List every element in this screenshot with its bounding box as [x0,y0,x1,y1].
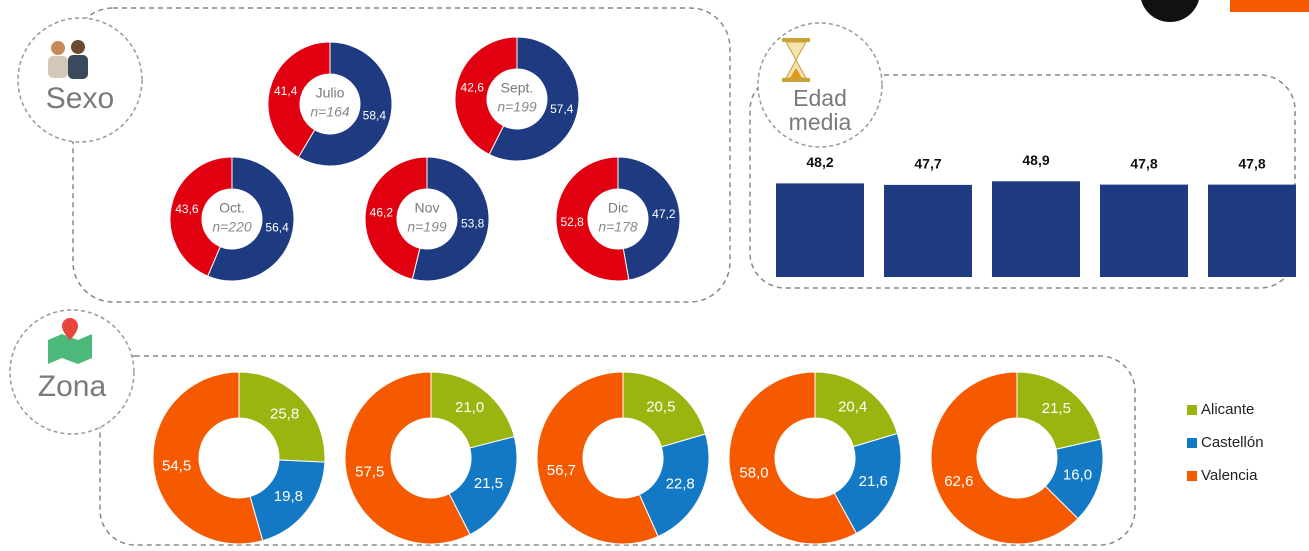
value-label: 47,8 [1130,155,1157,171]
zona-circle [9,309,135,435]
donut-subtitle: n=220 [212,219,252,235]
donut-segment [207,156,295,282]
section-title: Zona [38,370,107,403]
value-label: 52,8 [560,215,584,229]
donut-segment [152,371,264,545]
zona-box [99,355,1136,546]
value-label: 25,8 [270,406,299,423]
donut-subtitle: n=164 [310,104,350,120]
value-label: 46,2 [370,206,394,220]
donut-segment [814,371,899,448]
donut-subtitle: n=178 [598,219,638,235]
legend-swatch [1187,405,1197,415]
bar [1100,184,1188,277]
value-label: 62,6 [944,473,973,490]
donut-segment [448,436,518,536]
donut-label: Nov [415,200,440,216]
donut-segment [617,156,681,281]
value-label: 53,8 [461,217,485,231]
map-icon [48,318,92,364]
donut-segment [1016,371,1102,450]
section-title: Sexo [46,82,114,115]
value-label: 21,5 [474,475,503,492]
sexo-circle [17,17,143,143]
value-label: 48,2 [806,154,833,170]
edad-box [749,74,1296,289]
value-label: 41,4 [274,84,298,98]
value-label: 21,6 [859,473,888,490]
value-label: 56,7 [547,462,576,479]
donut-label: Oct. [219,200,245,216]
donut-subtitle: n=199 [497,99,537,115]
value-label: 21,0 [455,399,484,416]
value-label: 47,8 [1238,155,1265,171]
value-label: 57,5 [355,464,384,481]
section-title-wrap: Edad media [788,86,852,135]
donut-label: Julio [316,85,345,101]
value-label: 56,4 [265,220,289,234]
value-label: 57,4 [550,102,574,116]
value-label: 47,7 [914,156,941,172]
value-label: 20,5 [646,399,675,416]
donut-segment [536,371,659,545]
donut-segment [833,432,902,535]
edad-circle [757,22,883,148]
donut-label: Sept. [501,80,534,96]
donut-segment [728,371,858,545]
donut-segment [622,371,707,448]
value-label: 19,8 [274,488,303,505]
donut-segment [555,156,630,282]
donut-segment [169,156,233,277]
donut-segment [930,371,1079,545]
value-label: 58,4 [363,108,387,122]
value-label: 54,5 [162,458,191,475]
donut-segment [454,36,518,156]
people-icon [48,40,88,79]
donut-segment [344,371,471,545]
bar [992,181,1080,277]
donut-segment [364,156,428,280]
legend-label: Alicante [1201,401,1254,418]
donut-label: Dic [608,200,628,216]
legend-label: Castellón [1201,434,1264,451]
sexo-box [72,7,731,303]
value-label: 42,6 [461,81,485,95]
legend-swatch [1187,471,1197,481]
value-label: 47,2 [652,207,676,221]
value-label: 48,9 [1022,152,1049,168]
donut-segment [488,36,580,162]
logo-circle [1141,0,1199,22]
donut-segment [267,41,331,159]
value-label: 22,8 [666,475,695,492]
legend-swatch [1187,438,1197,448]
logo-bar [1230,0,1309,12]
donut-segment [297,41,393,167]
bar [776,183,864,277]
value-label: 20,4 [838,398,867,415]
hourglass-icon [782,38,810,82]
value-label: 58,0 [739,465,768,482]
section-title: Edad media [788,86,852,135]
legend-label: Valencia [1201,467,1258,484]
bar [1208,184,1296,277]
donut-segment [238,371,326,463]
value-label: 21,5 [1042,400,1071,417]
donut-segment [638,433,710,538]
bar [884,184,972,277]
value-label: 16,0 [1063,466,1092,483]
donut-segment [411,156,490,282]
donut-subtitle: n=199 [407,219,447,235]
value-label: 43,6 [175,202,199,216]
